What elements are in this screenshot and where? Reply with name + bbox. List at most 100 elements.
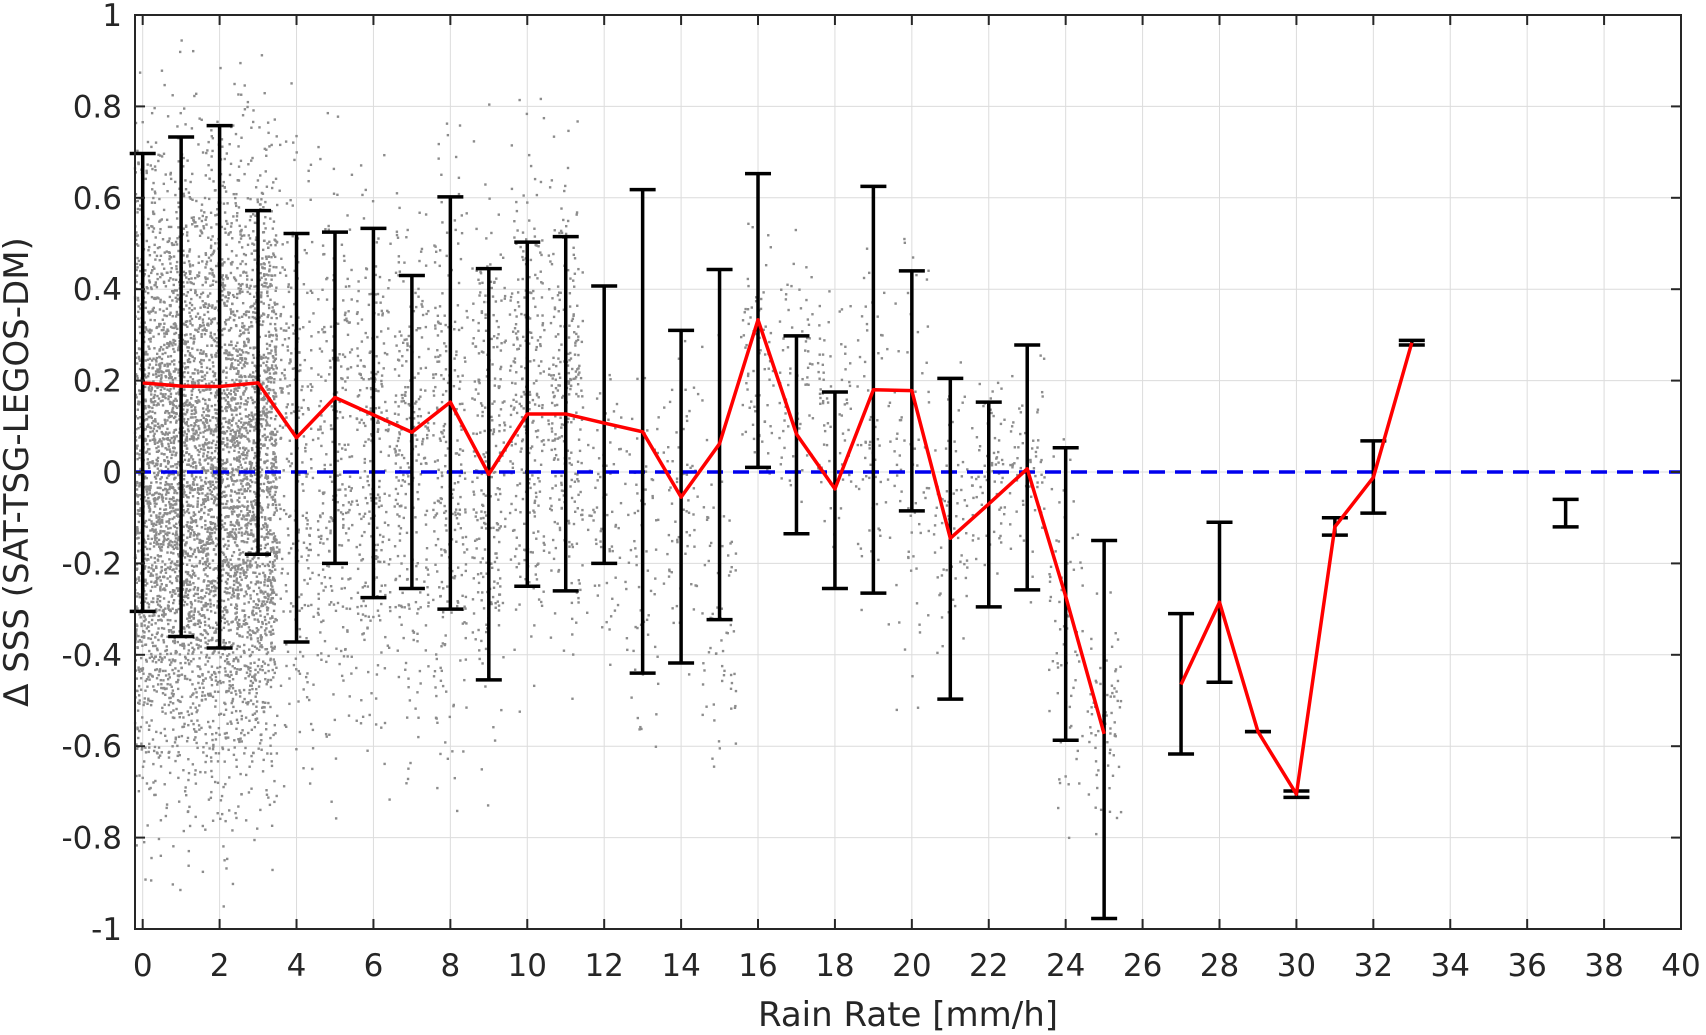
scatter-point (203, 547, 206, 550)
scatter-point (221, 478, 225, 481)
scatter-point (264, 200, 267, 204)
scatter-point (171, 401, 174, 404)
scatter-point (158, 348, 162, 351)
scatter-point (139, 422, 142, 426)
scatter-point (199, 516, 203, 520)
scatter-point (182, 254, 185, 257)
scatter-point (212, 433, 215, 436)
scatter-point (235, 348, 238, 351)
scatter-point (147, 625, 150, 628)
scatter-point (135, 633, 138, 636)
scatter-point (161, 437, 165, 440)
scatter-point (260, 636, 263, 639)
scatter-point (221, 472, 224, 475)
scatter-point (171, 540, 174, 544)
scatter-point (154, 661, 158, 664)
scatter-point (169, 609, 172, 613)
scatter-point (230, 365, 234, 368)
scatter-point (192, 571, 196, 575)
scatter-point (157, 471, 160, 474)
scatter-point (198, 217, 201, 220)
scatter-point (230, 711, 234, 714)
scatter-point (145, 286, 148, 289)
scatter-point (138, 639, 142, 642)
scatter-point (268, 532, 272, 536)
scatter-point (184, 550, 187, 553)
scatter-point (220, 495, 223, 499)
scatter-point (157, 638, 160, 642)
scatter-point (189, 555, 192, 558)
scatter-point (275, 593, 278, 596)
scatter-point (153, 437, 156, 440)
scatter-point (168, 518, 171, 521)
scatter-point (274, 476, 277, 479)
scatter-point (140, 624, 143, 628)
scatter-point (266, 584, 269, 588)
scatter-point (271, 596, 275, 600)
scatter-point (223, 227, 227, 231)
scatter-point (248, 688, 251, 692)
scatter-point (184, 579, 188, 582)
scatter-point (271, 616, 274, 619)
scatter-point (194, 555, 198, 559)
scatter-point (242, 313, 246, 316)
scatter-point (166, 115, 170, 118)
scatter-point (168, 373, 171, 376)
scatter-point (239, 572, 242, 575)
scatter-point (268, 285, 271, 288)
scatter-point (266, 680, 269, 684)
scatter-point (183, 655, 187, 659)
scatter-point (156, 597, 159, 601)
scatter-point (253, 307, 257, 310)
scatter-point (275, 333, 278, 336)
scatter-point (210, 760, 213, 763)
scatter-point (246, 523, 249, 526)
scatter-point (234, 344, 238, 348)
scatter-point (210, 490, 213, 493)
scatter-point (207, 617, 211, 621)
scatter-point (234, 811, 237, 815)
scatter-point (192, 340, 196, 343)
scatter-point (184, 354, 187, 357)
scatter-point (169, 591, 172, 594)
scatter-point (222, 568, 225, 571)
scatter-point (207, 720, 210, 724)
scatter-point (155, 573, 158, 576)
scatter-point (263, 629, 267, 632)
scatter-point (244, 716, 248, 719)
scatter-point (167, 607, 170, 610)
scatter-point (211, 738, 214, 742)
scatter-point (214, 675, 218, 679)
scatter-point (152, 461, 155, 465)
scatter-point (168, 658, 171, 662)
scatter-point (172, 524, 176, 527)
scatter-point (236, 586, 240, 589)
scatter-point (241, 551, 245, 554)
scatter-point (161, 424, 164, 428)
scatter-point (206, 456, 209, 460)
scatter-point (182, 417, 186, 421)
scatter-point (272, 360, 275, 363)
scatter-point (222, 389, 226, 392)
scatter-point (200, 503, 203, 507)
scatter-point (227, 233, 230, 236)
scatter-point (216, 213, 219, 216)
scatter-point (165, 497, 168, 500)
scatter-point (216, 120, 219, 124)
scatter-point (165, 648, 169, 652)
scatter-point (275, 794, 278, 798)
scatter-point (250, 447, 254, 450)
scatter-point (216, 412, 219, 415)
scatter-point (185, 524, 188, 527)
scatter-point (247, 310, 251, 313)
scatter-point (154, 492, 157, 495)
scatter-point (211, 559, 215, 562)
scatter-point (234, 393, 237, 396)
scatter-point (201, 414, 204, 417)
scatter-point (223, 522, 227, 525)
scatter-point (166, 551, 169, 554)
scatter-point (221, 333, 224, 337)
scatter-point (157, 538, 161, 542)
scatter-point (214, 466, 218, 469)
scatter-point (198, 728, 201, 731)
